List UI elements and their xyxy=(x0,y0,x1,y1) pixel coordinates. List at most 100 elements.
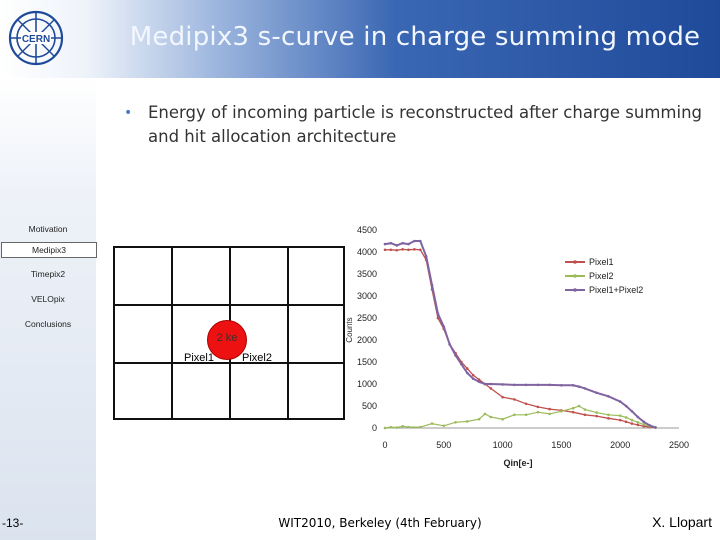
data-point xyxy=(630,409,634,413)
sidebar-item-velopix[interactable]: VELOpix xyxy=(31,294,65,304)
data-point xyxy=(548,412,551,416)
data-point xyxy=(466,420,469,423)
data-point xyxy=(536,410,540,414)
series-line-2 xyxy=(384,405,656,429)
data-point xyxy=(460,360,463,364)
legend-marker-1 xyxy=(573,260,577,264)
data-point xyxy=(513,413,516,417)
data-point xyxy=(571,406,575,410)
data-point xyxy=(460,362,463,366)
data-point xyxy=(401,248,404,251)
data-point xyxy=(536,383,540,387)
data-point xyxy=(607,413,610,417)
data-point xyxy=(383,248,387,252)
data-point xyxy=(571,410,575,414)
data-point xyxy=(442,424,446,428)
data-point xyxy=(524,383,528,387)
data-point xyxy=(577,404,581,408)
data-point xyxy=(418,239,422,243)
data-point xyxy=(636,420,640,424)
data-point xyxy=(430,288,434,291)
x-axis-label: Qin[e-] xyxy=(504,458,533,468)
data-point xyxy=(618,400,622,403)
data-point xyxy=(636,415,640,419)
sidebar-item-medipix3[interactable]: Medipix3 xyxy=(1,242,97,258)
data-point xyxy=(401,241,404,245)
data-point xyxy=(560,409,563,412)
y-tick-label: 2000 xyxy=(357,335,377,345)
charge-label: 2 ke xyxy=(216,332,238,344)
y-axis-label: Counts xyxy=(345,317,354,342)
data-point xyxy=(560,384,563,387)
footer-event: WIT2010, Berkeley (4th February) xyxy=(278,516,482,530)
y-tick-label: 3000 xyxy=(357,291,377,301)
y-tick-label: 4500 xyxy=(357,225,377,235)
data-point xyxy=(454,354,457,357)
data-point xyxy=(383,242,387,246)
data-point xyxy=(595,414,598,418)
data-point xyxy=(642,423,646,426)
data-point xyxy=(395,426,399,429)
data-point xyxy=(395,248,399,252)
legend-entry: Pixel1+Pixel2 xyxy=(589,285,643,295)
sidebar-item-motivation[interactable]: Motivation xyxy=(28,224,68,234)
data-point xyxy=(401,424,404,428)
data-point xyxy=(577,385,581,388)
data-point xyxy=(389,248,393,252)
y-tick-label: 1500 xyxy=(357,357,377,367)
data-point xyxy=(618,418,622,422)
page-number: -13- xyxy=(2,516,24,530)
sidebar-item-timepix2[interactable]: Timepix2 xyxy=(30,269,66,279)
logo-text: CERN xyxy=(22,34,50,45)
x-tick-label: 1500 xyxy=(551,440,571,450)
y-tick-label: 2500 xyxy=(357,313,377,323)
data-point xyxy=(571,384,575,387)
data-point xyxy=(483,382,487,386)
data-point xyxy=(536,405,540,409)
data-point xyxy=(607,417,610,420)
data-point xyxy=(560,409,563,413)
data-point xyxy=(624,420,628,424)
x-tick-label: 500 xyxy=(436,440,451,450)
data-point xyxy=(595,411,598,414)
sidebar-item-conclusions[interactable]: Conclusions xyxy=(24,319,72,329)
data-point xyxy=(648,425,651,429)
data-point xyxy=(418,425,422,429)
data-point xyxy=(424,258,428,262)
data-point xyxy=(654,426,657,429)
data-point xyxy=(648,424,651,428)
y-tick-label: 500 xyxy=(362,401,377,411)
data-point xyxy=(524,402,528,406)
footer-author: X. Llopart xyxy=(652,514,712,530)
y-tick-label: 3500 xyxy=(357,269,377,279)
data-point xyxy=(630,418,634,422)
data-point xyxy=(407,248,410,252)
data-point xyxy=(654,425,657,429)
data-point xyxy=(595,391,598,395)
y-tick-label: 0 xyxy=(372,423,377,433)
data-point xyxy=(442,325,446,329)
series-line-3 xyxy=(384,240,656,429)
data-point xyxy=(477,378,481,381)
data-point xyxy=(418,248,422,252)
data-point xyxy=(618,414,622,417)
data-point xyxy=(524,413,528,417)
data-point xyxy=(583,387,587,390)
data-point xyxy=(448,343,451,346)
data-point xyxy=(436,312,440,315)
data-point xyxy=(583,413,587,417)
data-point xyxy=(548,383,551,387)
data-point xyxy=(630,422,634,425)
data-point xyxy=(471,377,475,381)
data-point xyxy=(407,242,410,246)
data-point xyxy=(466,367,469,370)
data-point xyxy=(513,383,516,387)
data-point xyxy=(413,248,416,251)
sidebar xyxy=(0,78,96,540)
page-title: Medipix3 s-curve in charge summing mode xyxy=(129,22,701,52)
data-point xyxy=(624,404,628,408)
series-line-1 xyxy=(385,248,656,429)
data-point xyxy=(483,382,487,386)
data-point xyxy=(448,343,451,346)
bullet-text: Energy of incoming particle is reconstru… xyxy=(148,103,703,146)
